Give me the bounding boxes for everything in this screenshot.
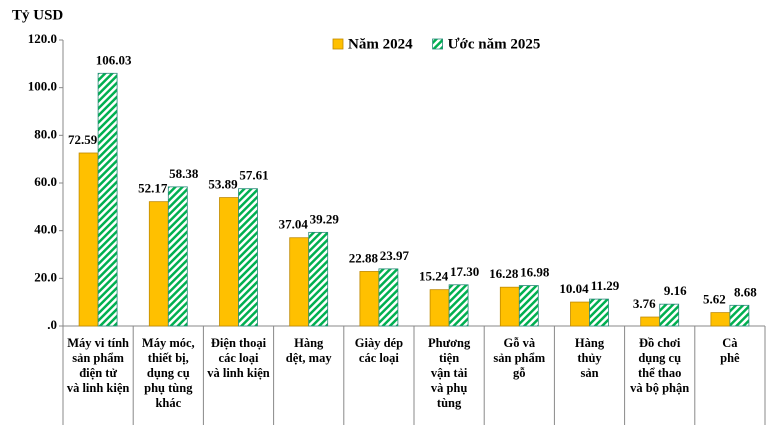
bar: [219, 197, 239, 327]
bar: [167, 186, 188, 327]
value-label: 8.68: [734, 284, 757, 299]
y-tick-label: 100.0: [28, 79, 57, 94]
bar: [78, 152, 99, 327]
value-label: 9.16: [664, 283, 687, 298]
legend-swatch: [432, 38, 443, 50]
bar: [148, 201, 169, 327]
bar: [589, 298, 609, 327]
bar: [640, 316, 661, 327]
value-label: 72.59: [68, 132, 98, 147]
bar: [308, 231, 329, 327]
value-label: 37.04: [279, 217, 309, 232]
bar: [97, 72, 118, 327]
y-axis-label: Tỷ USD: [12, 7, 63, 23]
bar: [289, 237, 310, 327]
value-label: 15.24: [419, 269, 449, 284]
x-tick-label: Máy móc, thiết bị, dụng cụ phụ tùng khác: [141, 336, 195, 410]
x-tick-label: Đồ chơi dụng cụ thể thao và bộ phận: [630, 336, 690, 395]
bar: [238, 188, 258, 327]
value-label: 11.29: [591, 278, 620, 293]
value-label: 57.61: [239, 168, 268, 183]
bar: [448, 284, 469, 327]
value-label: 3.76: [633, 296, 656, 311]
x-tick-label: Cà phê: [720, 336, 740, 365]
y-tick-label: 120.0: [28, 31, 57, 46]
legend-swatch: [332, 38, 344, 50]
value-label: 106.03: [96, 52, 132, 67]
legend-label: Năm 2024: [348, 36, 413, 52]
value-label: 52.17: [138, 181, 168, 196]
x-tick-label: Giày dép các loại: [354, 336, 404, 365]
bar: [499, 286, 520, 327]
bar: [710, 312, 731, 327]
bar: [570, 301, 590, 327]
bar: [659, 303, 680, 327]
y-tick-label: 80.0: [34, 126, 57, 141]
x-tick-label: Điện thoại các loại và linh kiện: [207, 336, 270, 380]
value-label: 10.04: [559, 281, 589, 296]
value-label: 39.29: [310, 211, 340, 226]
value-label: 58.38: [169, 166, 199, 181]
value-label: 17.30: [450, 264, 479, 279]
x-tick-label: Hàng thủy sản: [574, 336, 605, 380]
y-tick-label: 20.0: [34, 269, 57, 284]
value-label: 16.98: [520, 265, 550, 280]
bar: [518, 285, 539, 327]
y-tick-label: 60.0: [34, 174, 57, 189]
y-tick-label: 40.0: [34, 222, 57, 237]
bar: [729, 304, 750, 327]
value-label: 16.28: [489, 266, 519, 281]
legend-label: Ước năm 2025: [448, 36, 541, 52]
x-tick-label: Gỗ và sản phẩm gỗ: [493, 336, 546, 380]
x-tick-label: Phương tiện vận tải và phụ tùng: [427, 336, 471, 410]
value-label: 53.89: [208, 177, 238, 192]
value-label: 22.88: [349, 250, 379, 265]
bar: [378, 268, 399, 327]
value-label: 23.97: [380, 248, 410, 263]
bar: [429, 289, 450, 327]
y-tick-label: .0: [47, 317, 57, 332]
x-tick-label: Máy vi tính sản phẩm điện tử và linh kiệ…: [66, 336, 130, 395]
bar: [359, 271, 380, 327]
x-tick-label: Hàng dệt, may: [285, 336, 332, 365]
value-label: 5.62: [703, 292, 726, 307]
